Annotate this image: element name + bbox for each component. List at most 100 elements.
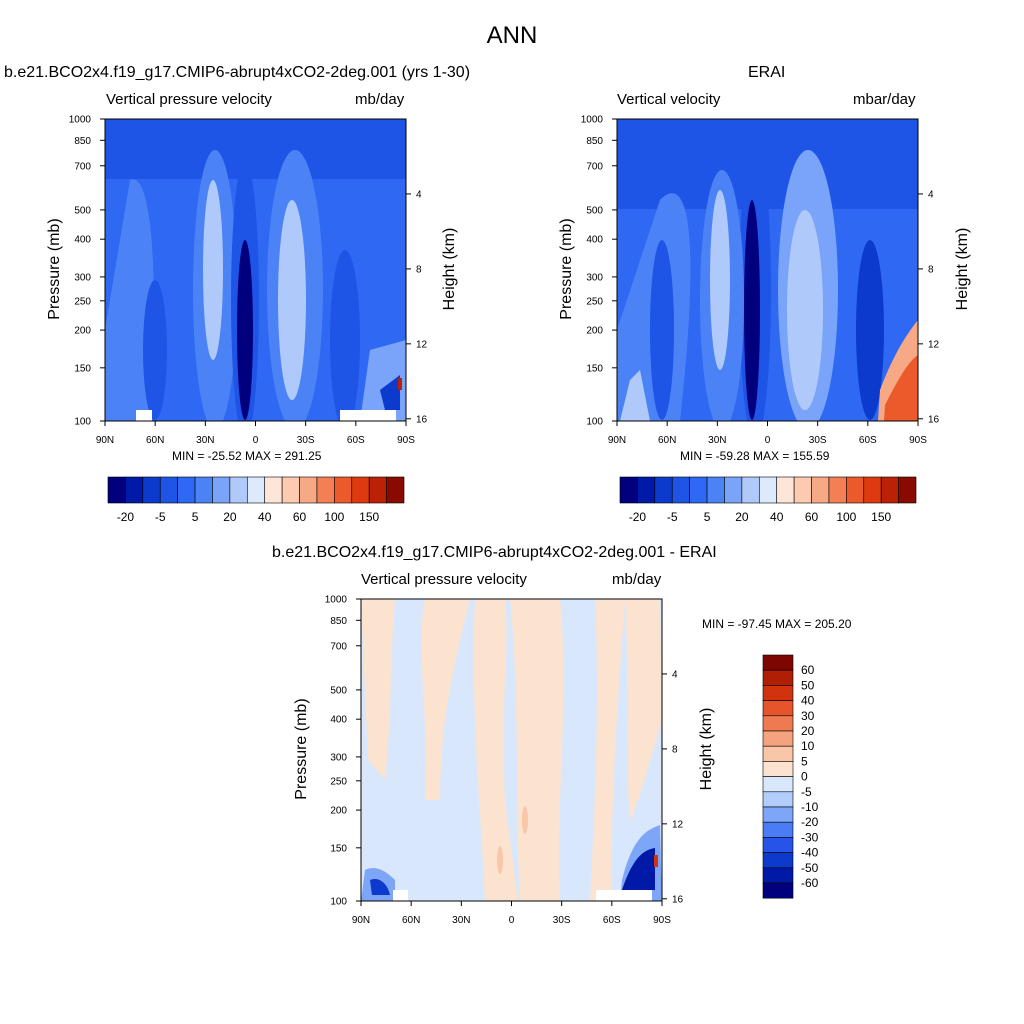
panel-diff-ytick-label: 150 (330, 843, 347, 854)
panel-diff-colorbar-label: -50 (801, 861, 819, 875)
panel-diff-colorbar-swatch (762, 761, 794, 777)
panel-model-xtick-label: 60N (146, 435, 164, 446)
panel-model-minmax: MIN = -25.52 MAX = 291.25 (172, 449, 322, 463)
panel-model-y2tick-label: 12 (416, 339, 428, 350)
panel-model-y2tick-label: 8 (416, 264, 422, 275)
panel-model-colorbar-swatch (386, 476, 405, 504)
panel-diff-xtick-label: 60N (402, 915, 420, 926)
panel-diff-colorbar-swatch (762, 791, 794, 808)
panel-obs-ytick-label: 700 (586, 161, 603, 172)
panel-diff-colorbar-label: -40 (801, 846, 819, 860)
panel-obs-ytick-label: 150 (586, 363, 603, 374)
panel-obs-xtick-label: 60S (859, 435, 877, 446)
panel-diff-y2tick-label: 16 (672, 894, 684, 905)
panel-diff-colorbar-swatch (762, 745, 794, 762)
panel-obs-y2tick-label: 4 (928, 189, 934, 200)
panel-diff-axes: 90N 60N 30N 0 30S 60S 90S 100 150 200 250 300 400 500… (325, 595, 684, 927)
panel-obs-colorbar-label: 60 (805, 510, 819, 524)
panel-diff-colorbar-swatch (762, 806, 794, 823)
panel-obs-ytick-label: 850 (586, 136, 603, 147)
panel-obs-colorbar-label: 20 (735, 510, 749, 524)
panel-obs-y2tick-label: 12 (928, 339, 940, 350)
panel-obs-colorbar-swatch (898, 476, 917, 504)
panel-model-ytick-label: 500 (74, 205, 91, 216)
panel-diff-colorbar-swatch (762, 700, 794, 717)
panel-diff-colorbar-label: 50 (801, 678, 815, 692)
panel-obs-axes: 90N 60N 30N 0 30S 60S 90S 100 150 200 250 300 400 500… (581, 115, 940, 447)
panel-model-xtick-label: 90S (397, 435, 415, 446)
panel-obs-colorbar-label: 100 (836, 510, 856, 524)
panel-model-xtick-label: 30N (196, 435, 214, 446)
panel-obs-minmax: MIN = -59.28 MAX = 155.59 (680, 449, 830, 463)
panel-diff-units: mb/day (612, 571, 662, 588)
panel-model-ytick-label: 850 (74, 136, 91, 147)
panel-diff-minmax: MIN = -97.45 MAX = 205.20 (702, 617, 852, 631)
panel-diff-ytick-label: 250 (330, 776, 347, 787)
panel-diff-ytick-label: 500 (330, 685, 347, 696)
panel-obs-ytick-label: 100 (586, 417, 603, 428)
panel-obs-ytick-label: 200 (586, 326, 603, 337)
panel-model-colorbar-label: 40 (258, 510, 272, 524)
panel-obs-colorbar-label: -20 (629, 510, 647, 524)
panel-model-ytick-label: 200 (74, 326, 91, 337)
panel-obs-y2tick-label: 16 (928, 414, 940, 425)
figure-title: ANN (486, 22, 538, 49)
panel-diff-case-title: b.e21.BCO2x4.f19_g17.CMIP6-abrupt4xCO2-2… (272, 544, 717, 561)
panel-diff-ytick-label: 700 (330, 641, 347, 652)
panel-obs-xtick-label: 60N (658, 435, 676, 446)
panel-diff-ytick-label: 400 (330, 715, 347, 726)
panel-model-colorbar-label: 150 (359, 510, 379, 524)
panel-diff-colorbar-swatch (762, 821, 794, 838)
panel-model-ytick-label: 100 (74, 417, 91, 428)
panel-obs-colorbar-label: -5 (667, 510, 678, 524)
panel-diff-colorbar-label: -5 (801, 785, 812, 799)
panel-diff-colorbar-label: -60 (801, 876, 819, 890)
panel-model-ytick-label: 700 (74, 161, 91, 172)
panel-obs-ytick-label: 400 (586, 235, 603, 246)
panel-diff-y2tick-label: 8 (672, 744, 678, 755)
panel-diff-colorbar-label: -10 (801, 800, 819, 814)
panel-obs-contours (617, 119, 918, 421)
panel-diff-colorbar-swatch (762, 837, 794, 853)
panel-obs-colorbar-label: 40 (770, 510, 784, 524)
panel-diff-colorbar-label: -20 (801, 815, 819, 829)
panel-diff-colorbar-label: 5 (801, 754, 808, 768)
panel-obs-y2tick-label: 8 (928, 264, 934, 275)
panel-model-units: mb/day (355, 91, 405, 108)
panel-diff-variable: Vertical pressure velocity (361, 571, 527, 588)
panel-model-colorbar-label: 5 (192, 510, 199, 524)
panel-model-colorbar-label: -5 (155, 510, 166, 524)
panel-diff-xtick-label: 90S (653, 915, 671, 926)
panel-diff-ytick-label: 850 (330, 616, 347, 627)
panel-model-xtick-label: 60S (347, 435, 365, 446)
panel-obs-ytick-label: 250 (586, 296, 603, 307)
panel-diff-colorbar-swatch (762, 685, 794, 701)
panel-obs-colorbar-label: 5 (704, 510, 711, 524)
panel-obs-ytick-label: 300 (586, 272, 603, 283)
panel-diff-ytick-label: 100 (330, 897, 347, 908)
panel-model-y2tick-label: 4 (416, 189, 422, 200)
panel-diff-colorbar-swatch (762, 867, 794, 884)
panel-diff-colorbar-swatch (762, 654, 794, 671)
panel-diff-colorbar-label: 10 (801, 739, 815, 753)
panel-diff-y2tick-label: 4 (672, 669, 678, 680)
panel-model-colorbar-label: 20 (223, 510, 237, 524)
panel-obs-xtick-label: 0 (765, 435, 771, 446)
panel-diff-xtick-label: 30N (452, 915, 470, 926)
panel-diff-colorbar-label: 40 (801, 694, 815, 708)
panel-model-ytick-label: 150 (74, 363, 91, 374)
panel-model-y2tick-label: 16 (416, 414, 428, 425)
panel-diff-colorbar-swatch (762, 882, 794, 899)
panel-model-contours (105, 119, 406, 421)
panel-model-colorbar-label: -20 (117, 510, 135, 524)
panel-diff-colorbar-label: -30 (801, 830, 819, 844)
panel-obs-colorbar-label: 150 (871, 510, 891, 524)
panel-diff-xtick-label: 60S (603, 915, 621, 926)
panel-diff-colorbar-label: 20 (801, 724, 815, 738)
panel-diff-xtick-label: 30S (553, 915, 571, 926)
panel-model-colorbar-label: 100 (324, 510, 344, 524)
